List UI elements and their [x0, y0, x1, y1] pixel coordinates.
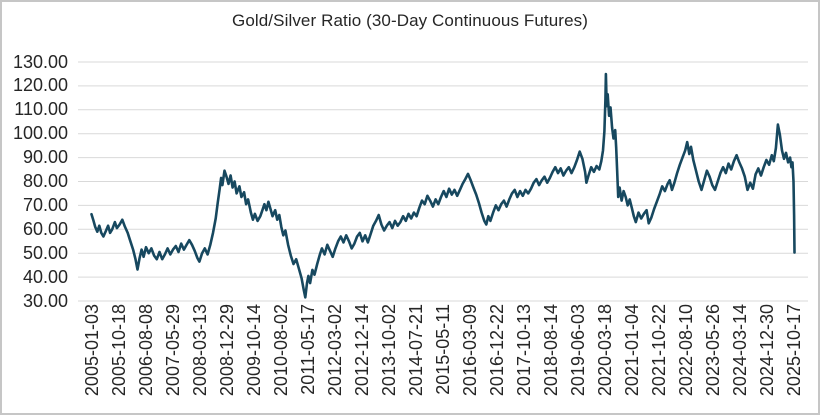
gold-silver-ratio-line-series — [90, 72, 796, 299]
chart-title: Gold/Silver Ratio (30-Day Continuous Fut… — [232, 11, 588, 30]
